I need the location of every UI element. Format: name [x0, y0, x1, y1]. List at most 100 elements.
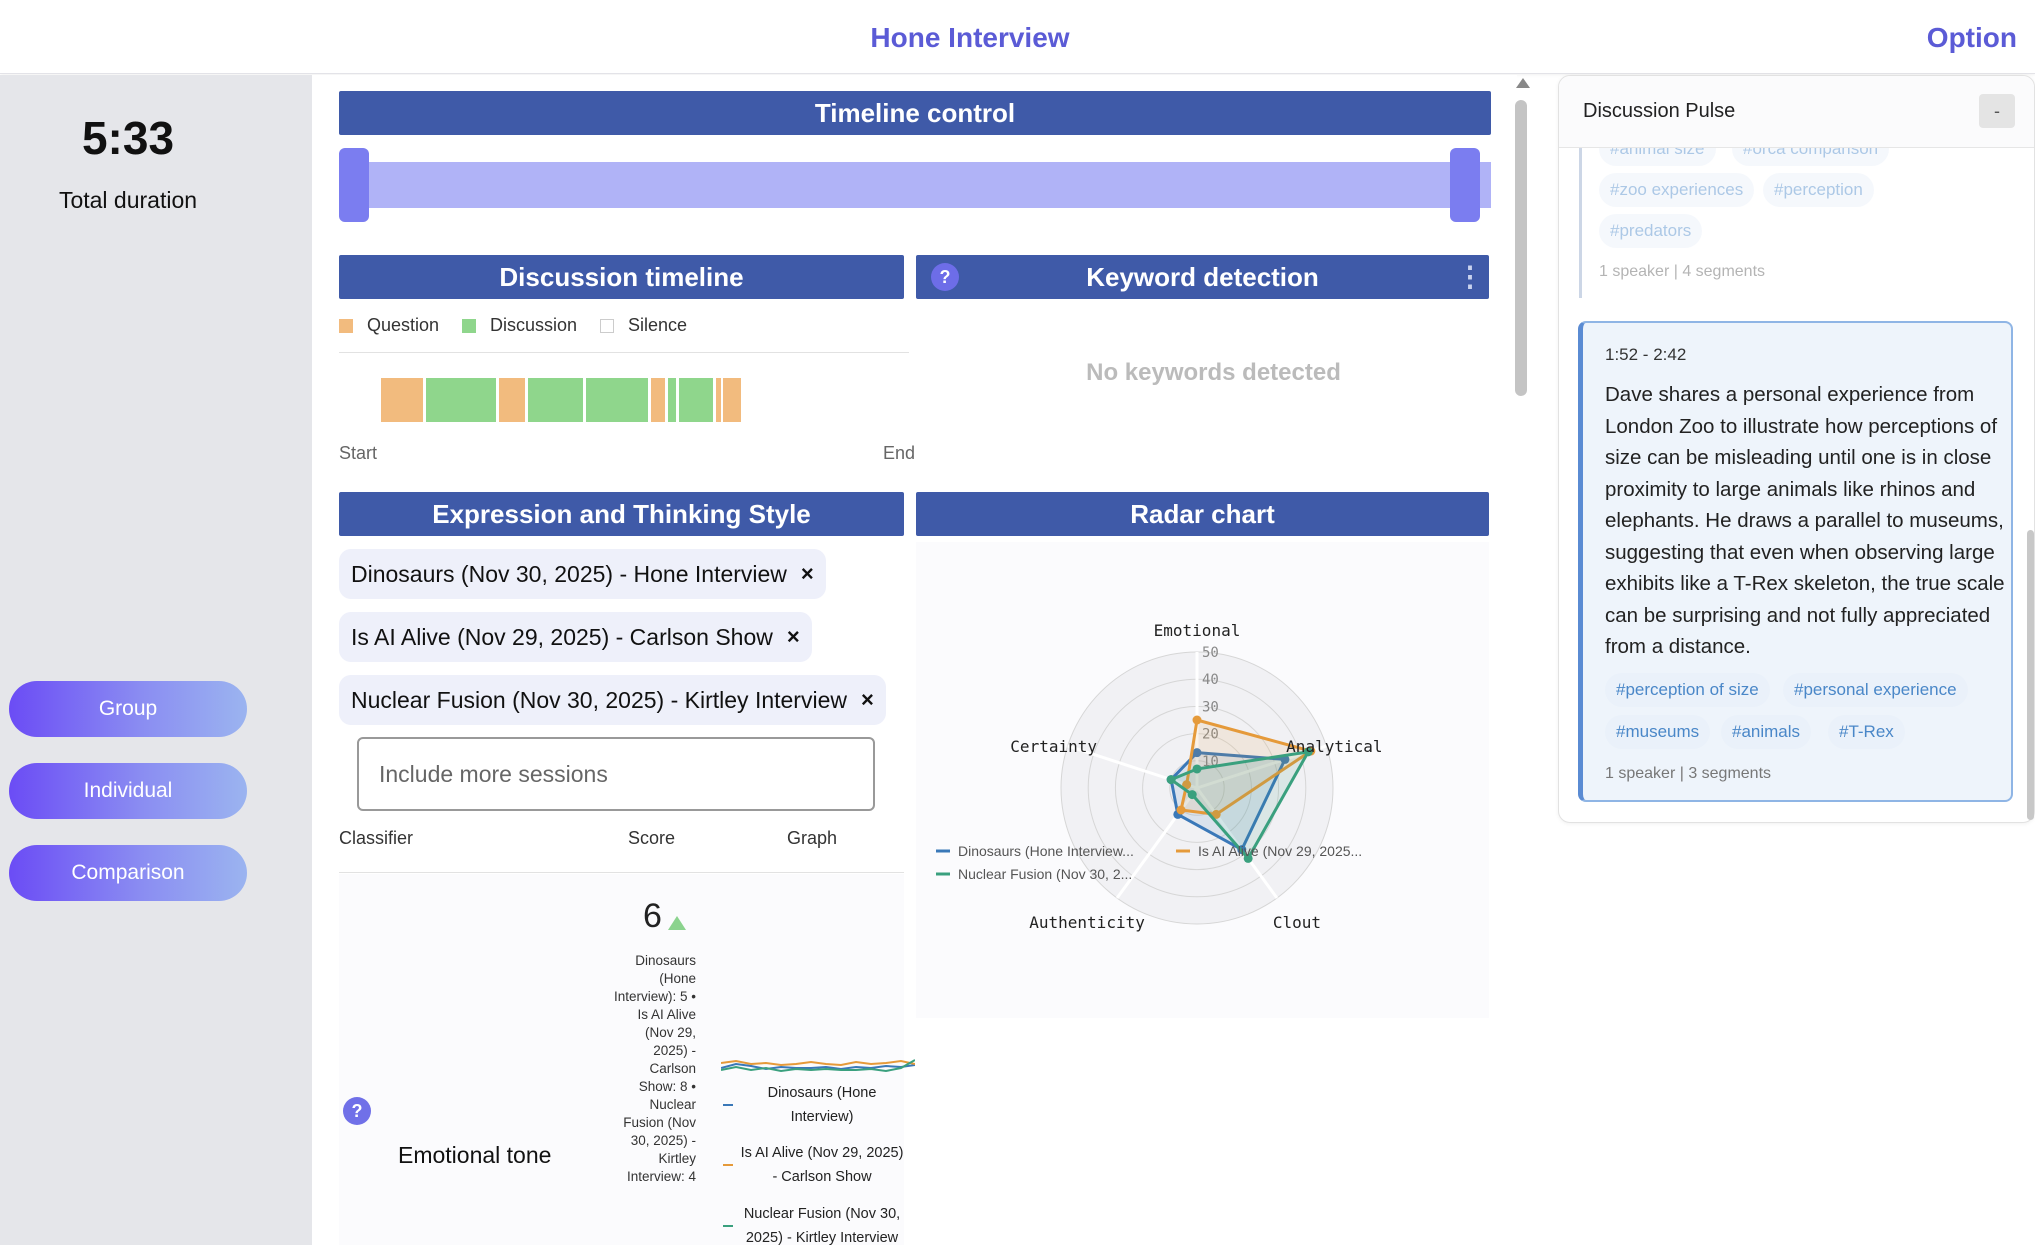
graph-legend-is-ai-alive: Is AI Alive (Nov 29, 2025) - Carlson Sho…: [740, 1145, 904, 1185]
pulse-scrollbar-thumb[interactable]: [2027, 530, 2034, 820]
radar-chart-title: Radar chart: [1130, 498, 1275, 529]
expression-title: Expression and Thinking Style: [432, 498, 811, 529]
left-sidebar: 5:33 Total duration Group Individual Com…: [0, 75, 312, 1245]
classifier-column-header: Classifier: [339, 828, 414, 848]
emotional-tone-help-icon[interactable]: ?: [343, 1097, 371, 1125]
tag-chip[interactable]: #perception of size: [1605, 673, 1770, 707]
pulse-header: Discussion Pulse -: [1559, 76, 2034, 148]
previous-segment-card[interactable]: [1579, 148, 2009, 298]
timeline-segment-discussion[interactable]: [679, 378, 713, 422]
tag-chip[interactable]: #museums: [1605, 715, 1711, 749]
radar-tick-label: 30: [1202, 699, 1219, 715]
session-chip-label: Is AI Alive (Nov 29, 2025) - Carlson Sho…: [351, 623, 773, 650]
table-divider: [339, 872, 904, 873]
sparkline-is-ai-alive: [721, 1059, 915, 1067]
timeline-control-header: Timeline control: [339, 91, 1491, 135]
timeline-end-handle[interactable]: [1450, 148, 1480, 222]
radar-spoke: [1195, 787, 1279, 899]
radar-axis-label: Authenticity: [1029, 913, 1145, 932]
top-header: Hone Interview Option: [0, 0, 2035, 74]
tag-chip[interactable]: #zoo experiences: [1599, 173, 1755, 207]
segment-meta: 1 speaker | 4 segments: [1599, 263, 1766, 280]
session-chip-label: Dinosaurs (Nov 30, 2025) - Hone Intervie…: [351, 560, 787, 587]
discussion-timeline-header: Discussion timeline: [339, 255, 904, 299]
radar-series-area: [1169, 750, 1310, 860]
keyword-detection-title: Keyword detection: [1086, 261, 1319, 292]
session-chip: Is AI Alive (Nov 29, 2025) - Carlson Sho…: [339, 612, 812, 662]
include-sessions-input[interactable]: [357, 737, 875, 811]
keyword-menu-icon[interactable]: ⋮: [1456, 261, 1484, 292]
timeline-end-label: End: [883, 443, 916, 463]
radar-series-point: [1192, 764, 1202, 774]
session-chip: Nuclear Fusion (Nov 30, 2025) - Kirtley …: [339, 675, 886, 725]
remove-session-icon[interactable]: ×: [860, 687, 874, 712]
radar-tick-label: 20: [1202, 727, 1219, 743]
timeline-segment-discussion[interactable]: [586, 378, 648, 422]
radar-series-point: [1192, 748, 1202, 758]
timeline-range-track[interactable]: [339, 162, 1491, 208]
timeline-segment-discussion[interactable]: [426, 378, 496, 422]
legend-question: Question: [339, 315, 439, 336]
timeline-segment-question[interactable]: [723, 378, 741, 422]
score-column-header: Score: [628, 828, 676, 848]
timeline-segment-discussion[interactable]: [668, 378, 676, 422]
scroll-up-icon[interactable]: [1516, 78, 1530, 88]
total-duration-label: Total duration: [58, 187, 198, 213]
legend-silence-label: Silence: [628, 315, 688, 335]
radar-axis-label: Emotional: [1154, 621, 1241, 640]
timeline-segment-question[interactable]: [651, 378, 665, 422]
score-up-icon: [668, 916, 686, 930]
radar-tick-label: 40: [1202, 672, 1219, 688]
score-value: 6: [643, 897, 662, 935]
tag-chip[interactable]: #T-Rex: [1828, 715, 1905, 749]
legend-silence: Silence: [600, 315, 687, 336]
silence-swatch: [600, 318, 614, 333]
timeline-segment-question[interactable]: [499, 378, 525, 422]
radar-axis-label: Analytical: [1286, 737, 1382, 756]
radar-legend-label: Dinosaurs (Hone Interview...: [958, 843, 1134, 859]
group-button[interactable]: Group: [9, 681, 247, 737]
question-swatch: [339, 318, 353, 333]
active-segment-card[interactable]: 1:52 - 2:42 Dave shares a personal exper…: [1578, 321, 2013, 802]
graph-legend-dash: [723, 1104, 733, 1106]
timeline-segment-discussion[interactable]: [528, 378, 583, 422]
radar-tick-label: 50: [1202, 645, 1219, 661]
radar-chart-header: Radar chart: [916, 492, 1489, 536]
discussion-timeline-title: Discussion timeline: [499, 261, 744, 292]
graph-legend-nuclear-fusion: Nuclear Fusion (Nov 30, 2025) - Kirtley …: [743, 1206, 901, 1245]
tag-chip[interactable]: #predators: [1599, 214, 1703, 248]
sparkline-nuclear-fusion: [721, 1059, 915, 1073]
timeline-segment-question[interactable]: [716, 378, 721, 422]
session-chip-label: Nuclear Fusion (Nov 30, 2025) - Kirtley …: [351, 686, 847, 713]
radar-series-point: [1211, 809, 1221, 819]
timeline-divider: [339, 352, 909, 353]
radar-series-point: [1192, 715, 1202, 725]
tag-chip[interactable]: #animals: [1721, 715, 1812, 749]
collapse-button[interactable]: -: [1979, 94, 2015, 128]
radar-series-point: [1166, 775, 1176, 785]
radar-axis-label: Clout: [1273, 913, 1321, 932]
legend-discussion: Discussion: [462, 315, 577, 336]
segment-time: 1:52 - 2:42: [1605, 345, 1687, 364]
keyword-help-icon[interactable]: ?: [931, 263, 959, 291]
radar-series-point: [1182, 780, 1192, 790]
timeline-start-label: Start: [339, 443, 378, 463]
remove-session-icon[interactable]: ×: [800, 561, 814, 586]
expression-header: Expression and Thinking Style: [339, 492, 904, 536]
tag-chip[interactable]: #perception: [1763, 173, 1874, 207]
segment-summary: Dave shares a personal experience from L…: [1605, 383, 2005, 658]
radar-series-point: [1187, 790, 1197, 800]
score-breakdown: Dinosaurs (Hone Interview): 5 • Is AI Al…: [613, 953, 696, 1184]
remove-session-icon[interactable]: ×: [786, 624, 800, 649]
timeline-start-handle[interactable]: [339, 148, 369, 222]
comparison-button[interactable]: Comparison: [9, 845, 247, 901]
tag-chip[interactable]: #personal experience: [1783, 673, 1968, 707]
option-menu-button[interactable]: Option: [1926, 22, 2017, 53]
timeline-segment-question[interactable]: [381, 378, 423, 422]
radar-series-point: [1303, 747, 1313, 757]
total-duration-value: 5:33: [81, 112, 175, 164]
keyword-detection-header: Keyword detection: [916, 255, 1489, 299]
graph-legend-dash: [723, 1225, 733, 1227]
main-scrollbar-thumb[interactable]: [1515, 100, 1527, 396]
individual-button[interactable]: Individual: [9, 763, 247, 819]
